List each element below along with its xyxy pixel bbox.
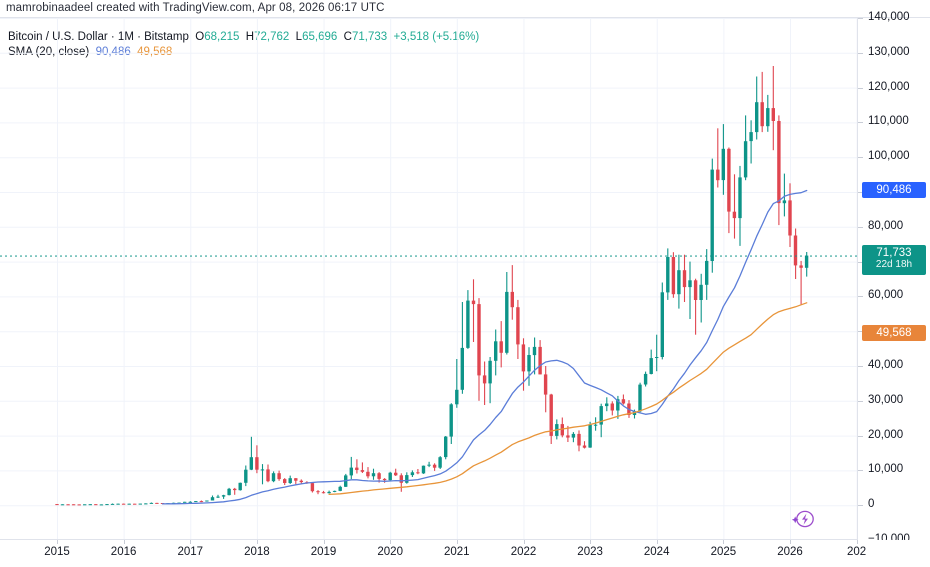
price-tick-mark [858,226,863,228]
sparkle-lightning-icon[interactable] [790,508,816,530]
price-axis[interactable]: 140,000 130,000 120,000 110,000 100,000 80,00… [858,11,930,545]
price-tick-mark [858,470,863,472]
attribution-watermark: mamrobinaadeel created with TradingView.… [6,2,385,14]
price-tick-label: 130,000 [868,45,910,58]
time-tick-label: 2016 [110,546,137,558]
time-tick-label: 2022 [510,546,537,558]
legend-high-label: H [245,31,255,43]
time-tick-label: 202 [847,546,867,558]
time-tick-mark [590,540,592,544]
legend-high-value: 72,762 [254,31,290,43]
time-tick-mark [723,540,725,544]
last-price-value: 71,733 [876,246,912,259]
price-tick-mark [858,52,863,54]
legend-sma-name[interactable]: SMA (20, close) [8,46,90,58]
legend-close-label: C [343,31,352,43]
time-tick-label: 2023 [577,546,603,558]
time-tick-label: 2018 [244,546,270,558]
sma20-price-pill[interactable]: 90,486 [862,182,926,199]
bar-countdown: 22d 18h [875,259,913,271]
pane-top-border [0,17,930,18]
price-tick-label: 20,000 [868,428,904,441]
time-tick-label: 2015 [44,546,70,558]
price-tick-label: 60,000 [868,289,904,302]
price-tick-label: 10,000 [868,463,904,476]
time-tick-mark [656,540,658,544]
legend-sma-value-1: 90,486 [95,46,131,58]
legend-close-value: 71,733 [351,31,388,43]
chart-legend: Bitcoin / U.S. Dollar · 1M · Bitstamp O6… [8,30,479,60]
time-tick-label: 2024 [643,546,670,558]
price-tick-label: 40,000 [868,359,904,371]
price-tick-mark [858,261,863,263]
price-tick-mark [858,192,863,193]
time-tick-mark [523,540,525,544]
series-layer [0,66,858,506]
price-tick-label: 0 [868,498,875,511]
price-tick-mark [858,18,863,19]
legend-low-label: L [295,31,303,43]
legend-open-label: O [195,31,205,43]
time-axis[interactable]: 2015 2016 2017 2018 2019 2020 2021 2022 2023 2024… [0,540,930,567]
price-tick-mark [858,157,863,159]
price-tick-mark [858,122,863,124]
time-tick-mark [256,540,258,544]
legend-change-value: +3,518 (+5.16%) [393,31,480,43]
legend-symbol[interactable]: Bitcoin / U.S. Dollar · 1M · Bitstamp [8,31,189,43]
price-tick-mark [858,296,863,298]
time-tick-label: 2026 [777,546,803,558]
plot-area[interactable] [0,18,858,540]
price-tick-mark [858,400,863,402]
legend-sma-row: SMA (20, close) 90,486 49,568 [8,45,479,60]
time-tick-mark [323,540,325,544]
time-tick-mark [123,540,125,544]
time-tick-label: 2019 [310,546,337,558]
price-tick-mark [858,366,863,367]
price-tick-label: 30,000 [868,393,904,406]
legend-sma-value-2: 49,568 [137,46,173,58]
time-tick-mark [856,540,858,544]
time-tick-mark [790,540,791,544]
time-tick-mark [390,540,392,544]
legend-low-value: 65,696 [302,31,338,43]
last-price-pill[interactable]: 71,733 22d 18h [862,244,926,275]
price-tick-label: 100,000 [868,150,910,163]
price-tick-label: 110,000 [868,115,909,128]
legend-symbol-row: Bitcoin / U.S. Dollar · 1M · Bitstamp O6… [8,30,479,45]
price-tick-mark [858,435,863,437]
time-tick-mark [456,540,458,544]
time-tick-label: 2020 [377,546,403,558]
time-tick-label: 2017 [177,546,204,558]
pane-bottom-border [0,539,930,540]
price-tick-label: 120,000 [868,80,910,93]
price-tick-label: 140,000 [868,11,910,23]
sma-long-price-pill[interactable]: 49,568 [862,324,926,341]
price-tick-mark [858,331,863,333]
grid-layer [0,18,858,540]
legend-open-value: 68,215 [204,31,240,43]
time-tick-mark [190,540,192,544]
price-tick-mark [858,87,863,89]
price-tick-label: 80,000 [868,219,904,232]
time-tick-mark [57,540,58,544]
time-tick-label: 2021 [444,546,470,558]
pane-right-border [857,18,858,540]
price-tick-mark [858,505,863,507]
time-tick-label: 2025 [710,546,737,558]
